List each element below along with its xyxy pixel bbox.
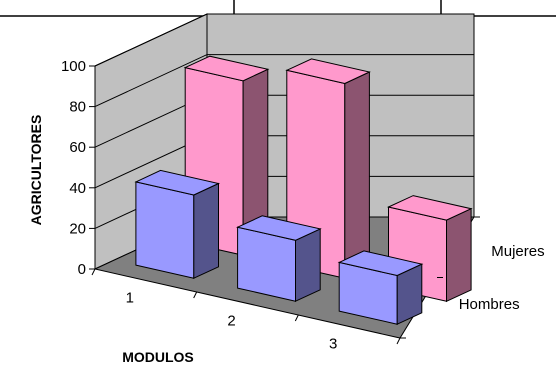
y-tick-label: 20 xyxy=(69,220,86,237)
bar-hombres-2 xyxy=(236,215,322,302)
y-axis-title: AGRICULTORES xyxy=(28,115,44,226)
gridline xyxy=(94,13,474,67)
y-tick-label: 60 xyxy=(69,139,86,156)
bar-top-face xyxy=(134,169,221,196)
x-tick-mark xyxy=(294,314,299,322)
y-tick-label: 100 xyxy=(61,58,86,75)
bar-top-face xyxy=(183,55,270,82)
series-label: Hombres xyxy=(459,296,520,313)
y-tick-label: 40 xyxy=(69,180,86,197)
bar-side-face xyxy=(446,207,472,303)
bar-top-face xyxy=(337,250,424,277)
x-axis-title: MODULOS xyxy=(122,349,194,365)
x-category-label: 1 xyxy=(126,290,134,307)
y-tick-label: 0 xyxy=(78,261,86,278)
x-category-label: 3 xyxy=(329,336,337,353)
bar-side-face xyxy=(295,228,321,302)
bar-hombres-3 xyxy=(337,250,424,325)
bar-front-face xyxy=(135,181,195,279)
bar-side-face xyxy=(344,71,370,280)
series-label: Mujeres xyxy=(491,243,544,260)
bar-top-face xyxy=(386,195,473,221)
bar-top-face xyxy=(285,58,371,85)
y-tick-label: 80 xyxy=(69,99,86,116)
x-tick-mark xyxy=(396,337,401,345)
bar-side-face xyxy=(193,182,219,279)
x-tick-mark xyxy=(193,291,198,299)
x-tick-mark xyxy=(91,268,96,276)
bar-hombres-1 xyxy=(134,169,221,279)
x-category-label: 2 xyxy=(227,313,235,330)
gridline xyxy=(94,54,474,108)
bar-top-face xyxy=(236,215,322,241)
